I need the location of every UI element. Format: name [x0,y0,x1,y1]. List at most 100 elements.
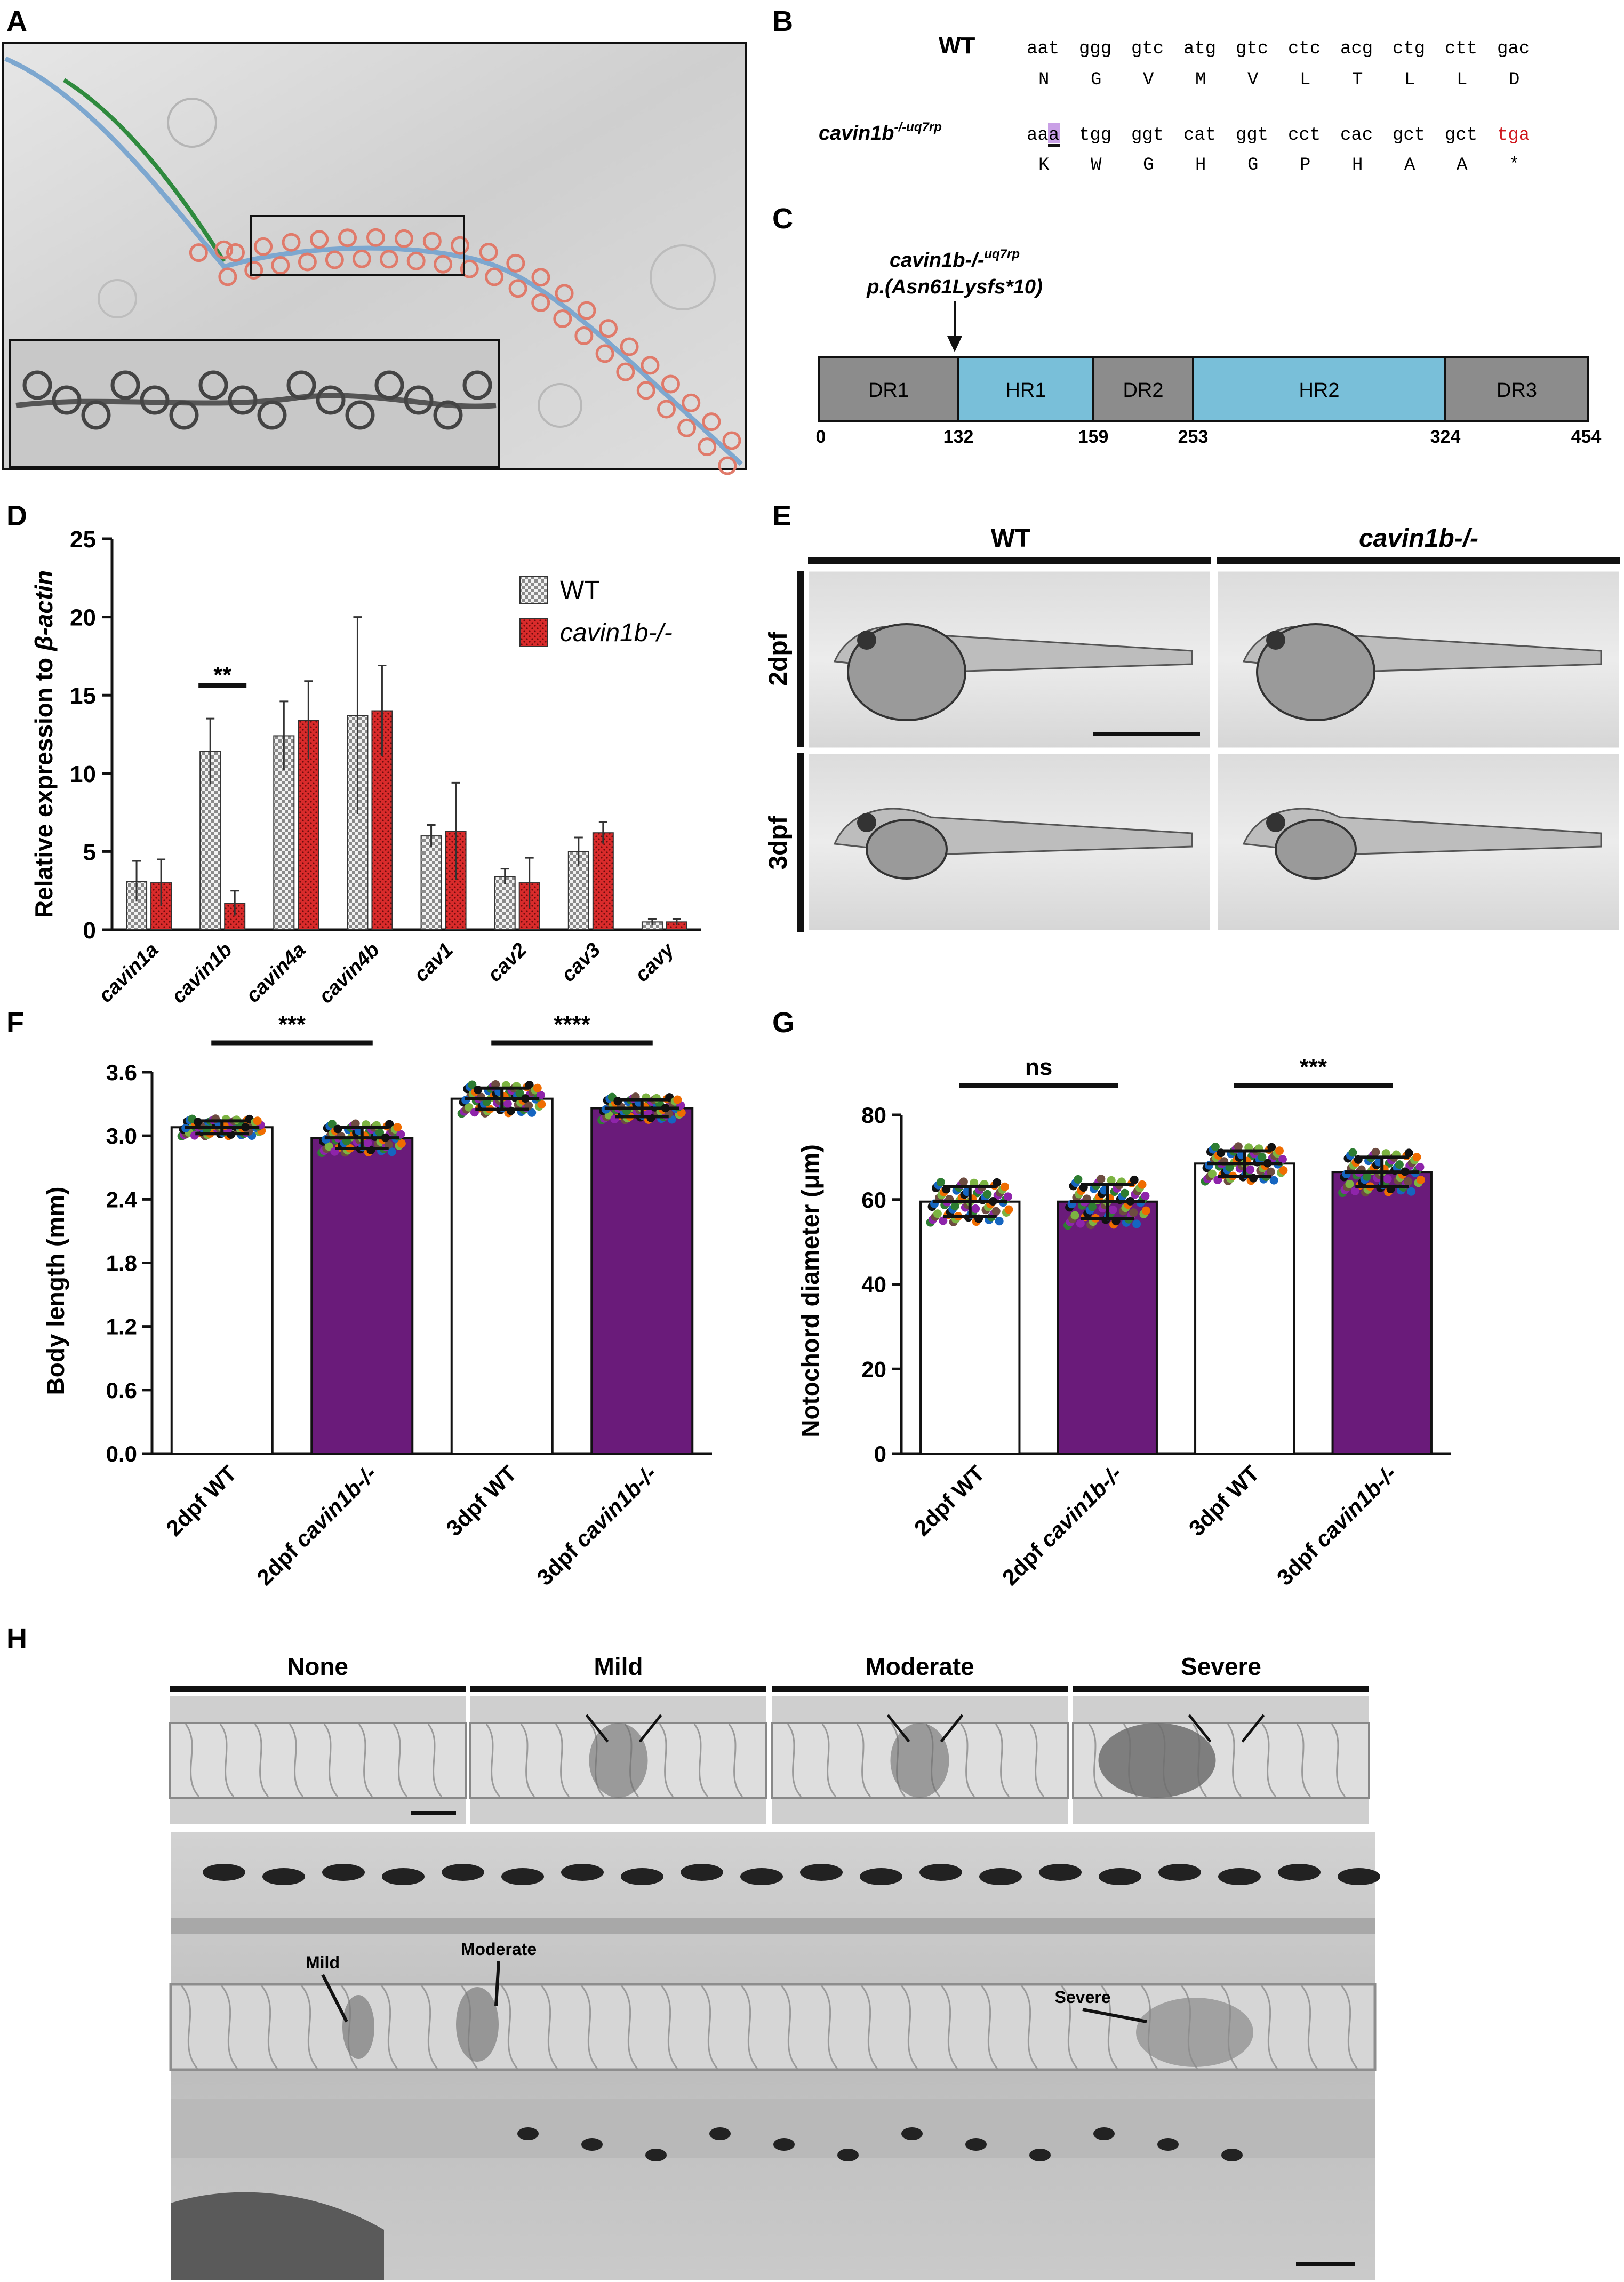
melanophore [740,1868,783,1885]
lesion-arrow [585,1714,609,1743]
chart-g-data-point [1097,1175,1106,1184]
lesion-arrow [638,1714,662,1743]
notochord-vacuole-edge [820,1985,838,2069]
chart-g-ylabel: Notochord diameter (μm) [796,1144,824,1438]
chart-f-data-point [387,1147,396,1156]
notochord-vacuole-edge [500,1985,518,2069]
e-col-label-mut: cavin1b-/- [1359,524,1478,553]
lesion-arrow [1241,1714,1265,1743]
wt-codon: atg [1183,39,1216,59]
lesion-arrow [940,1714,964,1743]
melanophore [1158,1864,1201,1881]
h-severity-bar [170,1686,466,1692]
domain-label: DR1 [868,379,909,402]
inset-vesicle [52,385,82,415]
chart-g-ytick-label: 0 [874,1441,886,1466]
domain-tick-label: 454 [1571,427,1602,447]
domain-tick-label: 0 [816,427,826,447]
caveola-marker [450,236,469,255]
wt-amino-acid: L [1457,70,1467,90]
inset-vesicle [374,370,404,400]
chart-g-data-point [1130,1175,1139,1184]
inserted-base-highlight [1048,123,1060,143]
chart-g-data-point [1076,1219,1085,1228]
chart-g-data-point [1132,1219,1141,1228]
wt-codon: ctc [1288,39,1321,59]
chart-d-ytick-label: 20 [70,605,96,631]
h-overview-arrow [494,1961,500,2006]
notochord-vacuole-edge [900,1985,918,2069]
melanophore [965,2138,987,2151]
chart-f-data-point [468,1080,477,1089]
chart-d-category-label: cavin4b [315,939,384,1008]
protein-domain-map: cavin1b-/-uq7rp p.(Asn61Lysfs*10) DR1 HR1… [816,247,1602,447]
melanophore [322,1864,365,1881]
domain-label: DR2 [1123,379,1163,402]
chart-f-bar [170,1126,274,1455]
chart-d-legend-label: WT [560,576,600,604]
chart-g-data-point [1004,1205,1013,1214]
caveola-marker [553,309,572,328]
notochord-vacuole-edge [420,1985,438,2069]
melanophore [262,1868,305,1885]
melanophore [1039,1864,1082,1881]
notochord-vacuole-edge [260,1985,278,2069]
wt-codon: aat [1027,39,1059,59]
chart-f-category-label: 2dpf cavin1b-/- [252,1461,381,1590]
caveola-marker [682,393,701,412]
chart-d-category-label: cavin1b [167,939,237,1008]
chart-g-ytick-label: 60 [861,1187,886,1212]
chart-g-data-point [1371,1147,1380,1156]
caveola-marker [722,431,741,450]
domain-tick-label: 132 [943,427,974,447]
caveola-marker [244,261,263,280]
wt-amino-acid: G [1091,70,1101,90]
chart-g-category-label: 2dpf cavin1b-/- [997,1461,1127,1590]
wt-amino-acid: L [1404,70,1415,90]
caveola-marker [508,279,527,298]
chart-g-data-point [1003,1192,1012,1201]
chart-g-significance-label: *** [1300,1054,1327,1080]
melanophore [581,2138,603,2151]
em-micrograph [2,42,747,475]
chart-d-category-label: cavin4a [242,939,310,1007]
wt-amino-acid: M [1195,70,1206,90]
wt-codon: gac [1497,39,1530,59]
chart-g-data-point [1279,1166,1288,1175]
caveola-marker [677,418,697,437]
inset-vesicle [198,370,228,400]
chart-d-bar [273,735,295,930]
chart-d-bar [371,710,393,931]
caveola-marker [506,253,525,273]
notochord-vacuole-edge [780,1985,798,2069]
chart-d-bar [445,831,467,931]
caveola-marker [434,254,453,274]
caveola-marker [282,233,301,252]
melanophore [1338,1868,1380,1885]
chart-d-significance-label: ** [213,662,232,688]
notochord-vacuole-edge [740,1985,758,2069]
em-inset-zoom [9,339,500,468]
chart-f-category-label: 2dpf WT [161,1461,242,1541]
domain-tick-label: 253 [1178,427,1209,447]
chart-g-data-point [1088,1202,1097,1211]
melanophore [979,1868,1022,1885]
mutant-amino-acid: A [1457,155,1468,175]
mutant-amino-acid: G [1143,155,1154,175]
melanophore [382,1868,425,1885]
chart-d-bar [420,835,442,930]
chart-g-ytick-label: 20 [861,1357,886,1382]
chart-f-bar [310,1137,414,1455]
sequence-alignment: WT cavin1b-/-uq7rp aat ggg gtc atg gtc ctc acg… [819,33,1530,175]
chart-d-legend-swatch [519,576,548,604]
inset-vesicle [316,385,346,415]
caveola-marker [531,293,550,312]
lesion-mild-overview [342,1995,374,2059]
melanophore [645,2149,667,2161]
chart-g-data-point [1207,1169,1217,1178]
chart-g-data-point [1404,1177,1413,1186]
chart-g-data-point [1074,1175,1083,1184]
panel-label-c: C [772,203,793,235]
melanophore [1218,1868,1261,1885]
melanophore [1157,2138,1179,2151]
